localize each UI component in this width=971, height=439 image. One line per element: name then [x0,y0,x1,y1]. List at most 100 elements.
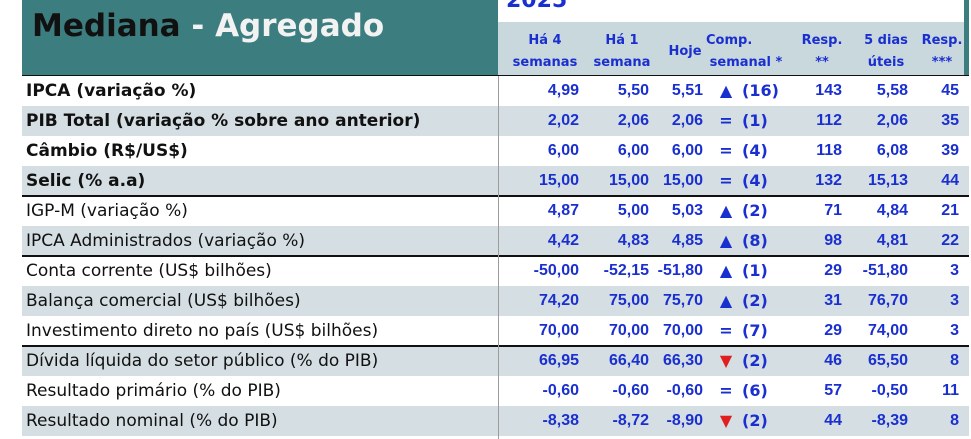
responses-5-days-count: 35 [941,112,959,129]
value-4-weeks-ago: -0,60 [542,382,579,399]
down-triangle-icon: ▼ [719,411,733,430]
weeks-count: (2) [742,201,768,220]
responses-5-days-count: 21 [941,202,959,219]
value-4-weeks-ago: 70,00 [538,322,579,339]
indicator-label: Resultado primário (% do PIB) [26,381,281,401]
value-1-week-ago: 66,40 [608,352,649,369]
weeks-count: (1) [742,261,768,280]
responses-count: 112 [816,112,842,129]
value-1-week-ago: 75,00 [608,292,649,309]
table-row: Dívida líquida do setor público (% do PI… [22,346,969,376]
weeks-count: (2) [742,411,768,430]
responses-count: 57 [824,382,842,399]
value-5-business-days: 4,84 [876,202,908,219]
table-row: Conta corrente (US$ bilhões) -50,00 -52,15… [22,256,969,286]
responses-count: 44 [824,412,842,429]
value-today: -51,80 [657,262,703,279]
indicator-label: PIB Total (variação % sobre ano anterior… [26,111,421,131]
header-top-strip [498,0,969,22]
year-label: 2025 [506,0,568,13]
responses-count: 31 [824,292,842,309]
equal-sign-icon: = [719,381,733,400]
weeks-count: (8) [742,231,768,250]
responses-5-days-count: 44 [941,172,959,189]
value-today: 6,00 [671,142,703,159]
value-5-business-days: 5,58 [876,82,908,99]
up-triangle-icon: ▲ [719,291,733,310]
value-today: -0,60 [666,382,703,399]
responses-5-days-count: 22 [941,232,959,249]
group-separator [22,255,969,257]
equal-sign-icon: = [719,111,733,130]
value-5-business-days: 15,13 [867,172,908,189]
indicator-label: Dívida líquida do setor público (% do PI… [26,351,379,371]
table-row: Resultado primário (% do PIB) -0,60 -0,60-… [22,376,969,406]
value-4-weeks-ago: 6,00 [547,142,579,159]
value-1-week-ago: 2,06 [617,112,649,129]
col-header-responses-5-days: Resp. *** [921,33,963,70]
value-today: 2,06 [671,112,703,129]
value-1-week-ago: 5,00 [617,202,649,219]
responses-5-days-count: 8 [950,412,959,429]
equal-sign-icon: = [719,321,733,340]
value-4-weeks-ago: 66,95 [538,352,579,369]
value-5-business-days: 6,08 [876,142,908,159]
indicator-label: Câmbio (R$/US$) [26,141,188,161]
weeks-count: (7) [742,321,768,340]
table-row: IPCA Administrados (variação %) 4,42 4,83 4… [22,226,969,256]
title-part-agregado: Agregado [215,8,385,44]
up-triangle-icon: ▲ [719,201,733,220]
value-4-weeks-ago: 4,42 [547,232,579,249]
value-4-weeks-ago: 74,20 [538,292,579,309]
responses-5-days-count: 3 [950,292,959,309]
weeks-count: (1) [742,111,768,130]
col-header-4-weeks-ago: Há 4 semanas [512,33,578,70]
group-separator [22,345,969,347]
value-1-week-ago: 70,00 [608,322,649,339]
indicator-label: Resultado nominal (% do PIB) [26,411,278,431]
responses-5-days-count: 3 [950,322,959,339]
value-1-week-ago: 5,50 [617,82,649,99]
indicator-label: IGP-M (variação %) [26,201,188,221]
weeks-count: (4) [742,141,768,160]
value-1-week-ago: 4,83 [617,232,649,249]
group-separator [22,195,969,197]
indicator-label: Investimento direto no país (US$ bilhões… [26,321,379,341]
indicator-label: Selic (% a.a) [26,171,146,191]
col-header-responses: Resp. ** [801,33,843,70]
value-today: -8,90 [666,412,703,429]
table-row: Resultado nominal (% do PIB) -8,38 -8,72 -8… [22,406,969,436]
responses-5-days-count: 39 [941,142,959,159]
equal-sign-icon: = [719,171,733,190]
weeks-count: (2) [742,291,768,310]
table-row: IPCA (variação %) 4,99 5,50 5,51 ▲ (16) 143 5,5… [22,76,969,106]
column-header-band [498,0,969,76]
value-5-business-days: 74,00 [867,322,908,339]
responses-count: 29 [824,322,842,339]
indicator-label: IPCA Administrados (variação %) [26,231,306,251]
value-1-week-ago: 15,00 [608,172,649,189]
responses-5-days-count: 11 [942,382,959,399]
indicator-label: IPCA (variação %) [26,81,197,101]
value-today: 75,70 [662,292,703,309]
responses-count: 29 [824,262,842,279]
table-row: Câmbio (R$/US$) 6,00 6,00 6,00 = (4) 118 6,08 39 [22,136,969,166]
value-5-business-days: -8,39 [871,412,908,429]
col-header-today: Hoje [668,44,702,59]
indicator-label: Balança comercial (US$ bilhões) [26,291,301,311]
down-triangle-icon: ▼ [719,351,733,370]
responses-count: 46 [824,352,842,369]
value-today: 66,30 [662,352,703,369]
responses-5-days-count: 8 [950,352,959,369]
title-banner [22,0,498,76]
responses-count: 118 [816,142,842,159]
responses-count: 71 [824,202,842,219]
table-row: PIB Total (variação % sobre ano anterior… [22,106,969,136]
value-today: 70,00 [662,322,703,339]
value-4-weeks-ago: -50,00 [533,262,579,279]
table-row: Investimento direto no país (US$ bilhões… [22,316,969,346]
responses-count: 132 [815,172,842,189]
value-4-weeks-ago: 15,00 [538,172,579,189]
value-5-business-days: 65,50 [867,352,908,369]
title-separator: - [180,8,216,44]
